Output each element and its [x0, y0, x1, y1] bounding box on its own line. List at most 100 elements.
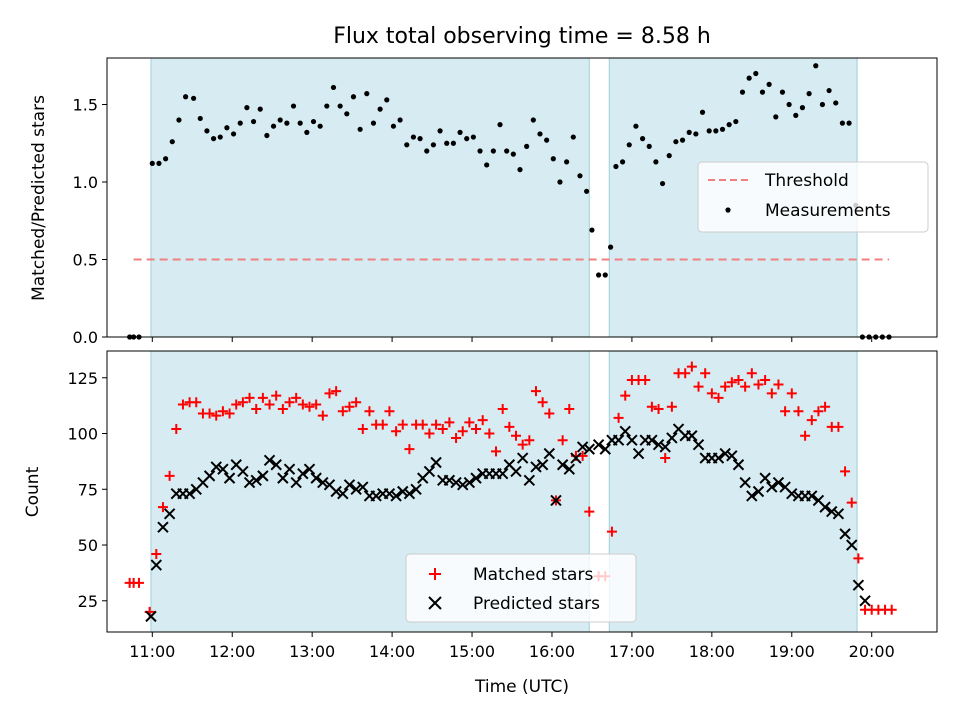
measurement-point: [290, 103, 297, 109]
measurement-point: [497, 122, 503, 128]
matched-star-point: [357, 424, 368, 435]
predicted-star-point: [523, 474, 536, 487]
measurement-point: [430, 142, 437, 148]
measurement-point: [337, 103, 343, 109]
measurement-point: [517, 167, 523, 173]
matched-star-point: [477, 415, 488, 426]
predicted-star-point: [719, 447, 731, 460]
matched-star-point: [417, 419, 428, 430]
measurement-point: [390, 123, 397, 129]
predicted-star-point: [283, 463, 296, 475]
x-tick-label: 19:00: [769, 642, 815, 661]
matched-star-point: [886, 604, 897, 615]
matched-star-point: [271, 390, 282, 401]
measurement-point: [759, 89, 766, 95]
x-tick-label: 16:00: [529, 642, 575, 661]
matched-star-point: [840, 466, 851, 477]
matched-star-point: [444, 417, 455, 428]
matched-star-point: [686, 361, 697, 372]
y-tick-label: 50: [78, 536, 98, 555]
measurement-point: [826, 87, 832, 94]
chart-title: Flux total observing time = 8.58 h: [333, 24, 711, 49]
measurement-point: [237, 120, 243, 126]
measurement-point: [584, 188, 590, 194]
predicted-star-point: [277, 472, 289, 484]
measurement-point: [544, 137, 550, 143]
measurement-point: [404, 142, 410, 148]
matched-star-point: [780, 406, 791, 417]
matched-star-point: [740, 381, 751, 392]
measurement-point: [550, 156, 556, 162]
matched-star-point: [377, 419, 388, 430]
matched-star-point: [364, 406, 375, 417]
x-tick-label: 20:00: [849, 642, 895, 661]
matched-star-point: [177, 399, 188, 410]
matched-star-point: [491, 446, 502, 457]
predicted-star-point: [317, 476, 329, 489]
matched-star-point: [331, 386, 342, 397]
measurement-point: [377, 106, 383, 112]
measurement-point: [504, 148, 510, 154]
measurement-point: [699, 109, 706, 115]
measurement-point: [490, 148, 496, 154]
matched-star-point: [537, 397, 548, 408]
measurement-point: [284, 120, 290, 126]
predicted-star-point: [632, 447, 645, 460]
legend-matched-swatch: [429, 568, 441, 580]
predicted-star-point: [510, 465, 522, 478]
measurement-point: [833, 100, 839, 106]
measurement-point: [813, 63, 819, 69]
predicted-star-point: [686, 430, 698, 442]
matched-star-point: [257, 392, 268, 403]
predicted-star-point: [337, 488, 349, 500]
predicted-star-point: [772, 476, 785, 489]
measurement-point: [613, 163, 619, 170]
predicted-star-point: [786, 488, 798, 500]
y-tick-label: 1.0: [73, 173, 98, 192]
matched-star-point: [511, 430, 522, 441]
predicted-star-point: [739, 476, 751, 489]
predicted-star-point: [145, 610, 157, 623]
measurement-point: [537, 131, 543, 137]
measurement-point: [270, 123, 277, 129]
measurement-point: [806, 91, 812, 97]
matched-star-point: [211, 410, 222, 421]
matched-star-point: [800, 430, 811, 441]
matched-star-point: [846, 497, 857, 508]
y-tick-label: 1.5: [73, 96, 98, 115]
y-tick-label: 0.0: [73, 328, 98, 347]
measurement-point: [450, 140, 456, 146]
predicted-star-point: [157, 521, 169, 533]
measurement-point: [839, 120, 846, 126]
measurement-points: [127, 63, 892, 340]
predicted-star-point: [759, 472, 771, 484]
predicted-star-point: [403, 488, 416, 500]
top-panel: 0.0 0.5 1.0 1.5 Matched/Predicted stars Thr…: [29, 57, 938, 347]
measurement-point: [444, 140, 450, 146]
measurement-point: [163, 156, 169, 162]
predicted-star-point: [659, 441, 671, 453]
measurement-point: [706, 128, 712, 134]
predicted-star-point: [397, 485, 409, 498]
measurement-point: [149, 160, 155, 166]
bottom-y-axis: 25 50 75 100 125: [67, 369, 107, 611]
matched-star-point: [530, 386, 541, 397]
predicted-star-point: [423, 465, 436, 478]
predicted-star-point: [612, 434, 625, 446]
predicted-star-point: [859, 595, 871, 607]
x-tick-label: 15:00: [449, 642, 495, 661]
predicted-star-point: [806, 490, 818, 502]
y-tick-label: 75: [78, 480, 98, 499]
x-axis-label: Time (UTC): [474, 677, 569, 697]
x-tick-label: 13:00: [289, 642, 335, 661]
matched-star-point: [404, 444, 415, 455]
matched-star-point: [351, 397, 362, 408]
measurement-point: [793, 112, 799, 118]
measurement-point: [659, 180, 666, 187]
top-y-axis: 0.0 0.5 1.0 1.5: [73, 96, 107, 347]
top-legend-box: [697, 161, 929, 233]
matched-star-point: [237, 397, 248, 408]
measurement-point: [666, 153, 672, 159]
measurement-point: [176, 117, 182, 123]
